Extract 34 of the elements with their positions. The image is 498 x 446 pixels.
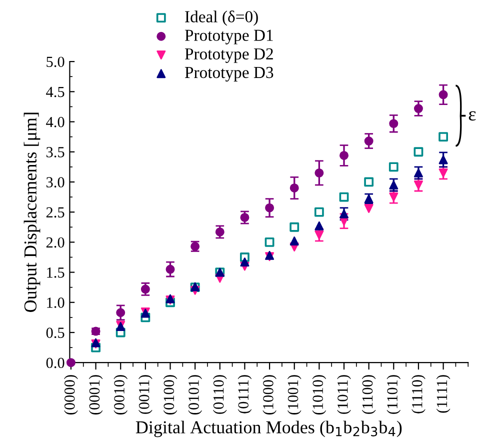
y-tick-label: 2.0 xyxy=(46,237,64,248)
x-tick-label: (0100) xyxy=(163,375,178,414)
x-tick-label: (1011) xyxy=(337,375,351,414)
y-tick-label: 2.5 xyxy=(46,207,64,218)
x-tick-label: (1001) xyxy=(287,375,302,414)
x-tick-label: (0001) xyxy=(88,375,103,414)
x-tick-label: (0010) xyxy=(114,375,128,414)
x-tick-label: (1000) xyxy=(262,375,276,414)
legend-label: Prototype D2 xyxy=(184,48,273,63)
legend-label: Prototype D3 xyxy=(184,66,274,82)
y-tick-label: 1.5 xyxy=(47,268,64,278)
y-tick-label: 0.5 xyxy=(46,328,64,338)
x-tick-label: (1100) xyxy=(362,375,376,414)
x-tick-label: (1110) xyxy=(412,375,426,414)
y-tick-label: 5.0 xyxy=(46,56,64,68)
x-tick-label: (0101) xyxy=(188,375,202,414)
x-tick-label: (0111) xyxy=(238,375,252,414)
x-tick-label: (1111) xyxy=(436,375,450,413)
y-tick-label: 0.0 xyxy=(46,358,64,368)
y-tick-label: 1.0 xyxy=(47,298,64,308)
x-tick-label: (0110) xyxy=(212,375,227,414)
y-axis-title: Output Displacements [μm] xyxy=(24,112,40,312)
x-tick-label: (0000) xyxy=(64,375,78,414)
y-tick-label: 3.0 xyxy=(46,177,64,188)
x-tick-label: (1101) xyxy=(386,375,401,414)
text: ε xyxy=(468,111,476,121)
legend-label: Prototype D1 xyxy=(184,30,273,44)
y-tick-label: 4.0 xyxy=(46,116,64,128)
y-tick-label: 4.5 xyxy=(46,86,64,98)
y-tick-label: 3.5 xyxy=(46,147,64,158)
x-tick-label: (1010) xyxy=(312,375,326,414)
text: Digital Actuation Modes (b$_{1}$b$_{2}$b$_{3}$b$_{4}$) xyxy=(136,420,402,438)
x-tick-label: (0011) xyxy=(138,375,152,414)
legend-label: Ideal (δ=0) xyxy=(185,10,258,26)
